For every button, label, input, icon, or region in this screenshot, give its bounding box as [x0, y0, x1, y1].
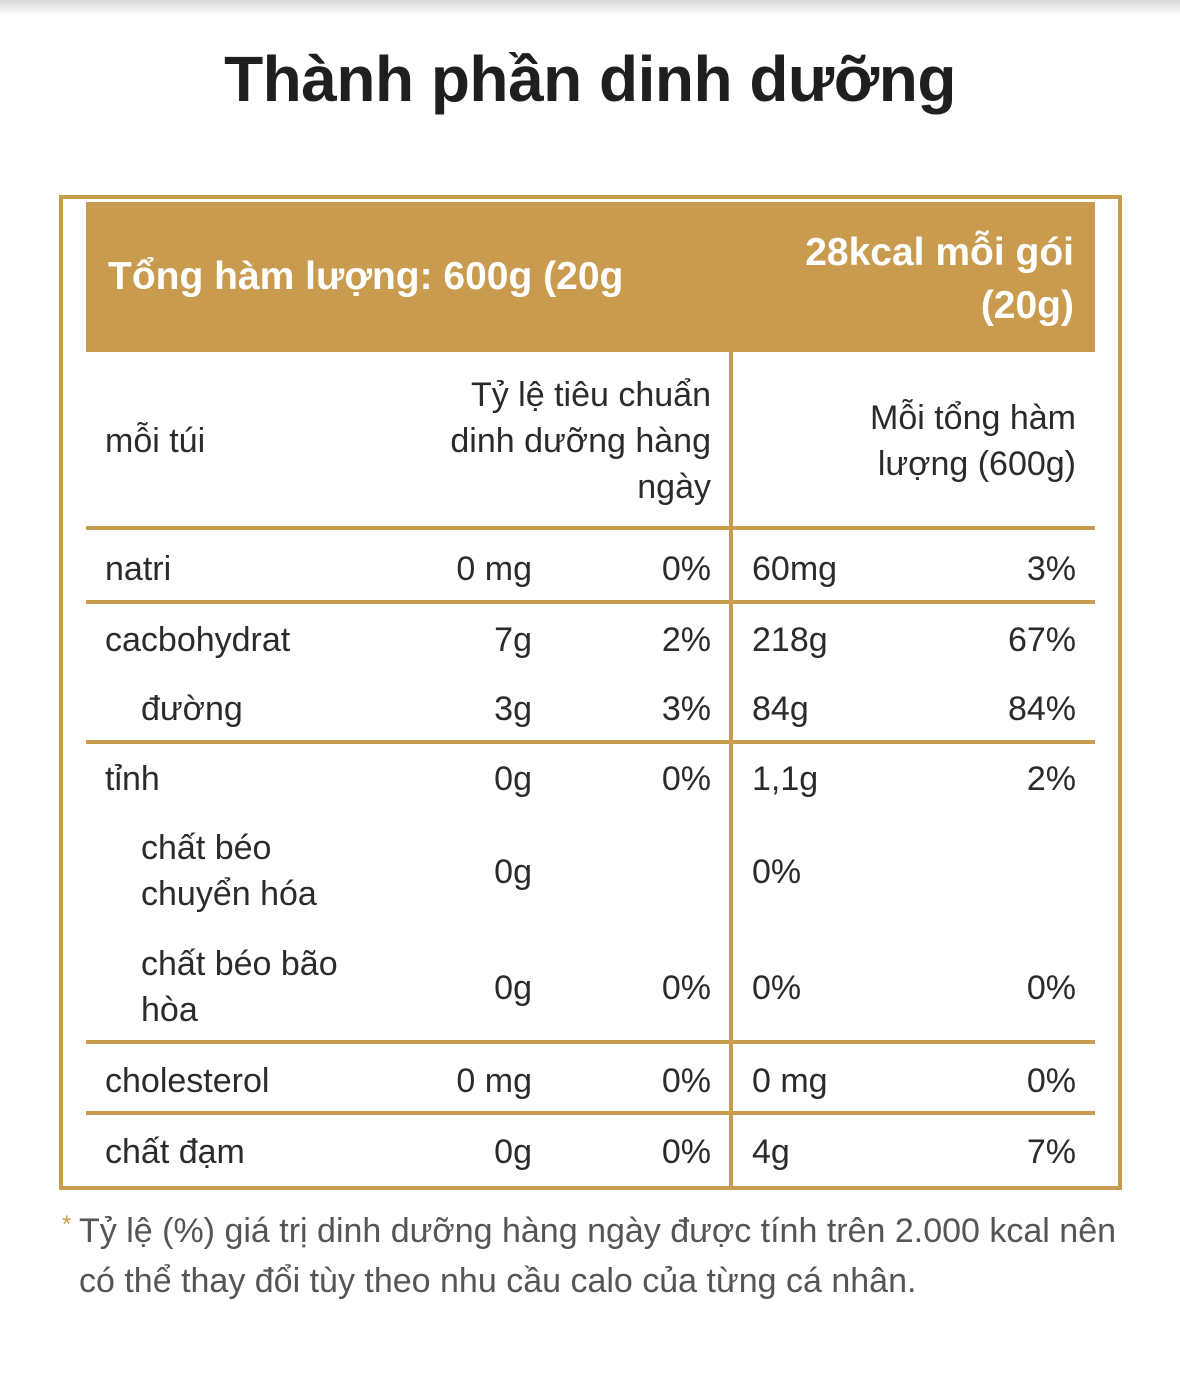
page-title: Thành phần dinh dưỡng	[224, 43, 956, 115]
header-kcal: 28kcal mỗi gói (20g)	[760, 226, 1074, 332]
row-daily-pct: 0%	[661, 1062, 711, 1100]
row-daily-pct: 0%	[661, 1133, 711, 1171]
row-name-sub: chất béo bão hòa	[141, 945, 338, 1029]
row-total-pct: 3%	[1026, 550, 1076, 588]
column-divider	[729, 352, 733, 1186]
row-divider	[86, 1111, 1095, 1115]
row-total-pct: 67%	[1007, 621, 1076, 659]
header-kcal-line1: 28kcal mỗi gói	[805, 231, 1074, 274]
table-header-band	[86, 202, 1095, 352]
row-daily-pct: 0%	[661, 550, 711, 588]
row-name: tỉnh	[105, 760, 160, 798]
row-name-sub: chất béo chuyển hóa	[141, 829, 317, 913]
row-amount: 7g	[494, 621, 532, 659]
row-name: cholesterol	[105, 1062, 270, 1100]
row-name: natri	[105, 550, 172, 588]
col-header-per-bag: mỗi túi	[105, 422, 206, 460]
header-kcal-line2: (20g)	[980, 284, 1074, 327]
row-total-amount: 0%	[752, 969, 802, 1007]
row-total-amount: 218g	[752, 621, 828, 659]
col-header-per-total: Mỗi tổng hàm lượng (600g)	[870, 399, 1076, 483]
row-amount: 3g	[494, 690, 532, 728]
row-total-amount: 1,1g	[752, 760, 819, 798]
row-amount: 0g	[494, 1133, 532, 1171]
row-name-sub: đường	[141, 690, 243, 728]
row-amount: 0 mg	[456, 550, 532, 588]
row-daily-pct: 0%	[661, 969, 711, 1007]
header-total-content: Tổng hàm lượng: 600g (20g	[108, 255, 624, 298]
row-amount: 0 mg	[456, 1062, 532, 1100]
row-amount: 0g	[494, 760, 532, 798]
row-total-pct: 2%	[1026, 760, 1076, 798]
row-total-amount: 0%	[752, 853, 802, 891]
row-daily-pct: 3%	[661, 690, 711, 728]
row-total-pct: 0%	[1026, 1062, 1076, 1100]
row-daily-pct: 0%	[661, 760, 711, 798]
row-name: chất đạm	[105, 1133, 245, 1171]
footnote-text: Tỷ lệ (%) giá trị dinh dưỡng hàng ngày đ…	[79, 1212, 1117, 1300]
row-total-amount: 60mg	[752, 550, 838, 588]
footnote: * Tỷ lệ (%) giá trị dinh dưỡng hàng ngày…	[62, 1206, 1122, 1306]
row-total-pct: 7%	[1026, 1133, 1076, 1171]
row-daily-pct: 2%	[661, 621, 711, 659]
row-amount: 0g	[494, 969, 532, 1007]
row-divider	[86, 1040, 1095, 1044]
row-divider	[86, 526, 1095, 530]
footnote-asterisk: *	[62, 1211, 72, 1238]
col-header-daily-ratio: Tỷ lệ tiêu chuẩn dinh dưỡng hàng ngày	[450, 376, 711, 506]
row-total-pct: 0%	[1026, 969, 1076, 1007]
row-name: cacbohydrat	[105, 621, 291, 659]
row-amount: 0g	[494, 853, 532, 891]
row-total-amount: 0 mg	[752, 1062, 828, 1100]
nutrition-table-panel	[59, 195, 1122, 1190]
row-total-amount: 84g	[752, 690, 809, 728]
row-divider	[86, 740, 1095, 744]
row-total-pct: 84%	[1007, 690, 1076, 728]
row-divider	[86, 600, 1095, 604]
top-shadow	[0, 0, 1180, 16]
row-total-amount: 4g	[752, 1133, 790, 1171]
